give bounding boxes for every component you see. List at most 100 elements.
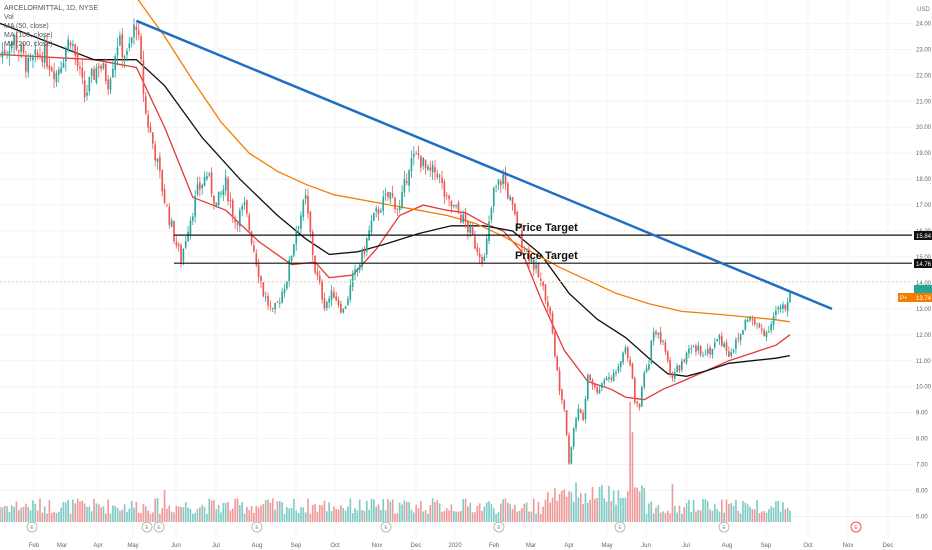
candle-body [746, 320, 749, 322]
candle-body [161, 170, 164, 192]
candle-body [22, 44, 25, 53]
candle-body [175, 242, 178, 246]
candle-body [15, 34, 18, 50]
volume-bar [782, 502, 784, 522]
volume-bar [227, 501, 229, 522]
time-axis[interactable]: Feb Mar Apr May Jun Jul Aug Sep Oct Nov Dec 2020 Feb… [26, 521, 893, 549]
candle-body [725, 342, 728, 352]
volume-bar [194, 512, 196, 522]
volume-bar [135, 501, 138, 522]
volume-bar [664, 513, 667, 522]
candle-body [728, 351, 730, 357]
candle-body [93, 69, 95, 80]
volume-bar [170, 511, 173, 522]
candle-body [547, 301, 549, 308]
volume-bar [608, 485, 610, 522]
candle-body [631, 363, 634, 379]
volume-bar [53, 511, 55, 522]
volume-bar [90, 511, 93, 522]
x-tick-label: Aug [722, 543, 733, 549]
earnings-marker[interactable] [850, 521, 862, 533]
volume-bar [344, 510, 347, 522]
candle-body [678, 365, 681, 371]
candle-body [681, 361, 683, 370]
earnings-marker[interactable] [380, 521, 392, 533]
volume-bar [286, 507, 288, 522]
volume-bar [173, 512, 175, 522]
volume-bar [615, 504, 617, 522]
volume-bar [666, 510, 669, 522]
volume-bar [443, 510, 446, 522]
candle-body [535, 264, 537, 269]
volume-bar [271, 498, 274, 522]
volume-bar [79, 501, 81, 522]
earnings-marker[interactable] [718, 521, 730, 533]
y-tick-label: 15.00 [916, 255, 932, 261]
volume-bar [27, 506, 30, 522]
candle-body [657, 332, 660, 335]
volume-bar [43, 506, 46, 522]
x-tick-label: Feb [29, 543, 40, 549]
volume-bar [65, 502, 67, 522]
candle-body [650, 340, 653, 364]
volume-bar [763, 510, 765, 522]
earnings-marker[interactable] [141, 521, 153, 533]
candle-body [612, 372, 615, 381]
earnings-marker[interactable] [153, 521, 165, 533]
candle-body [166, 205, 168, 207]
candle-body [673, 372, 676, 379]
earnings-marker[interactable] [251, 521, 263, 533]
volume-bar [643, 488, 646, 522]
earnings-marker[interactable] [614, 521, 626, 533]
volume-bar [688, 499, 690, 522]
earnings-marker[interactable] [26, 521, 38, 533]
volume-bar [6, 506, 8, 522]
y-tick-label: 11.00 [916, 359, 931, 365]
y-tick-label: 24.00 [916, 21, 932, 27]
volume-bar [180, 507, 182, 522]
volume-bar [650, 501, 653, 522]
price-axis[interactable]: 24.00 23.00 22.00 21.00 20.00 19.00 18.00 17.00… [912, 0, 932, 550]
candle-body [779, 306, 782, 310]
volume-bar [596, 497, 599, 522]
candle-body [199, 182, 201, 190]
candle-body [276, 301, 279, 303]
earnings-marker[interactable] [493, 521, 505, 533]
volume-bar [511, 509, 514, 522]
candle-body [706, 348, 709, 354]
volume-bar [396, 513, 399, 522]
y-tick-label: 7.00 [916, 463, 928, 469]
candle-body [95, 67, 98, 83]
svg-text:E: E [384, 525, 388, 531]
candle-body [749, 317, 751, 321]
volume-bar [568, 491, 570, 522]
candle-body [194, 195, 196, 217]
price-target-label-2: Price Target [515, 250, 578, 262]
candle-body [163, 189, 166, 204]
volume-bar [325, 511, 328, 522]
trendline[interactable] [135, 19, 833, 311]
volume-bar [713, 503, 716, 522]
candle-body [786, 302, 789, 312]
candle-body [382, 196, 385, 211]
volume-bar [0, 506, 1, 522]
candle-body [283, 289, 286, 294]
volume-bar [669, 513, 671, 522]
x-tick-label: Mar [526, 543, 536, 549]
volume-bar [1, 507, 4, 522]
candle-body [152, 132, 154, 144]
volume-bar [779, 511, 782, 522]
candle-body [133, 24, 135, 38]
volume-bar [243, 513, 246, 522]
volume-bar [290, 507, 293, 522]
candle-body [8, 51, 11, 56]
horizontal-levels[interactable] [0, 234, 912, 283]
candle-body [149, 126, 152, 133]
candle-body [511, 197, 514, 205]
candle-body [72, 44, 74, 46]
candle-body [201, 184, 204, 188]
volume-bar [629, 402, 631, 522]
volume-bar [300, 507, 302, 522]
candle-body [760, 328, 763, 331]
